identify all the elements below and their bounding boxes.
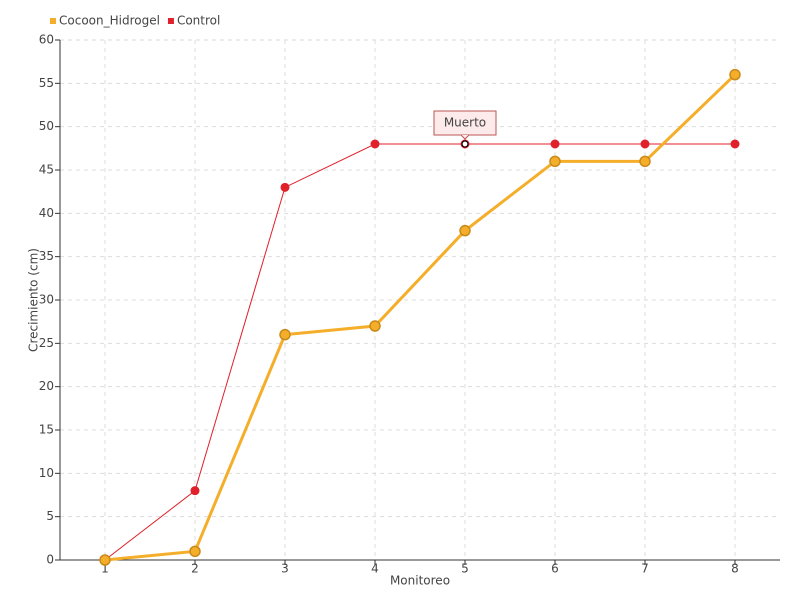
y-tick-label: 15 [39, 423, 54, 437]
y-tick-label: 35 [39, 249, 54, 263]
x-axis-label: Monitoreo [390, 574, 450, 588]
y-tick-label: 55 [39, 76, 54, 90]
y-tick-label: 5 [46, 509, 54, 523]
y-tick-label: 0 [46, 553, 54, 567]
y-tick-label: 25 [39, 336, 54, 350]
annotation-point [461, 140, 469, 148]
y-tick-label: 40 [39, 206, 54, 220]
data-point [730, 139, 740, 149]
data-point [370, 139, 380, 149]
series-line [104, 143, 735, 561]
y-tick-label: 45 [39, 163, 54, 177]
data-point [369, 320, 381, 332]
legend-swatch [50, 18, 56, 24]
y-tick-label: 20 [39, 379, 54, 393]
data-point [550, 139, 560, 149]
data-point [280, 182, 290, 192]
x-tick-label: 1 [101, 562, 109, 576]
data-point [99, 554, 111, 566]
x-tick-label: 4 [371, 562, 379, 576]
x-tick-label: 7 [641, 562, 649, 576]
legend-label: Control [177, 14, 220, 28]
data-point [459, 224, 471, 237]
x-tick-label: 5 [461, 562, 469, 576]
data-point [729, 68, 741, 81]
annotation-pointer [460, 134, 470, 140]
y-axis-label: Crecimiento (cm) [27, 248, 41, 352]
y-tick-label: 10 [39, 466, 54, 480]
data-point [279, 328, 291, 341]
y-tick-label: 50 [39, 119, 54, 133]
series-line [104, 73, 737, 562]
legend-swatch [167, 18, 174, 24]
annotation-text: Muerto [444, 116, 486, 130]
y-tick-label: 60 [39, 33, 54, 47]
x-tick-label: 8 [731, 562, 739, 576]
data-point [549, 155, 561, 168]
data-point [640, 139, 650, 149]
x-tick-label: 6 [551, 562, 559, 576]
x-tick-label: 3 [281, 562, 289, 576]
y-tick-label: 30 [39, 293, 54, 307]
data-point [639, 155, 651, 168]
data-point [190, 486, 200, 496]
data-point [189, 545, 201, 558]
x-tick-label: 2 [191, 562, 199, 576]
legend-label: Cocoon_Hidrogel [59, 14, 160, 28]
